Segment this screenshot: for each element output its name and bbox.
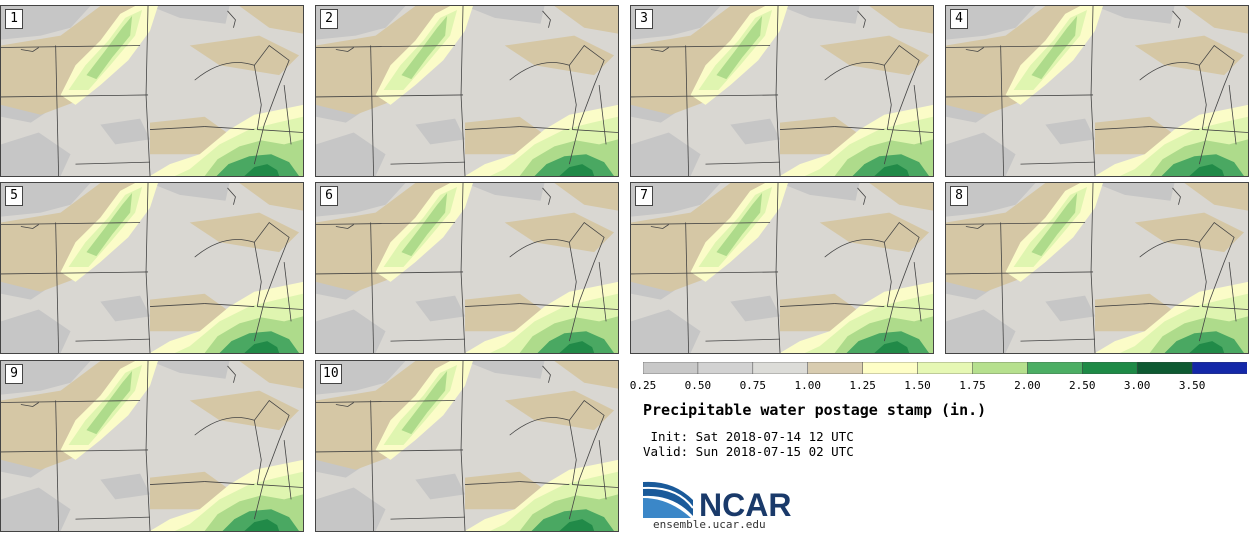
panel-number: 6 xyxy=(320,186,338,206)
stamp-panel: 5 xyxy=(0,182,304,354)
panel-number: 10 xyxy=(320,364,342,384)
colorbar-tick: 1.50 xyxy=(904,379,931,392)
colorbar-tick: 0.25 xyxy=(629,379,657,392)
colorbar-tick: 2.00 xyxy=(1014,379,1041,392)
colorbar-swatch xyxy=(917,362,974,374)
colorbar-swatch xyxy=(1027,362,1083,374)
colorbar-swatch xyxy=(643,362,699,374)
colorbar-swatch xyxy=(807,362,864,374)
svg-text:NCAR: NCAR xyxy=(699,487,791,520)
stamp-panel: 6 xyxy=(315,182,619,354)
colorbar-tick: 1.75 xyxy=(959,379,986,392)
stamp-panel: 9 xyxy=(0,360,304,532)
stamp-panel: 3 xyxy=(630,5,934,177)
colorbar-tick: 0.75 xyxy=(739,379,767,392)
colorbar-swatch xyxy=(752,362,809,374)
panel-number: 8 xyxy=(950,186,968,206)
panel-number: 5 xyxy=(5,186,23,206)
ncar-logo: NCAR xyxy=(643,481,791,520)
colorbar-tick: 2.50 xyxy=(1069,379,1096,392)
colorbar-tick: 1.00 xyxy=(794,379,821,392)
init-time: Init: Sat 2018-07-14 12 UTC xyxy=(643,429,854,444)
stamp-panel: 1 xyxy=(0,5,304,177)
valid-time: Valid: Sun 2018-07-15 02 UTC xyxy=(643,444,854,459)
panel-number: 3 xyxy=(635,9,653,29)
panel-number: 4 xyxy=(950,9,968,29)
colorbar-tick: 3.00 xyxy=(1123,379,1151,392)
colorbar-tick: 3.50 xyxy=(1178,379,1206,392)
stamp-panel: 8 xyxy=(945,182,1249,354)
colorbar xyxy=(643,362,1247,374)
stamp-panel: 2 xyxy=(315,5,619,177)
colorbar-tick: 1.25 xyxy=(849,379,876,392)
stamp-panel: 4 xyxy=(945,5,1249,177)
panel-number: 7 xyxy=(635,186,653,206)
page-title: Precipitable water postage stamp (in.) xyxy=(643,401,987,419)
stamp-panel: 10 xyxy=(315,360,619,532)
colorbar-swatch xyxy=(1191,362,1247,374)
panel-number: 2 xyxy=(320,9,338,29)
colorbar-swatch xyxy=(972,362,1028,374)
panel-number: 9 xyxy=(5,364,23,384)
panel-number: 1 xyxy=(5,9,23,29)
colorbar-swatch xyxy=(1136,362,1193,374)
colorbar-swatch xyxy=(697,362,754,374)
colorbar-swatch xyxy=(1082,362,1138,374)
stamp-panel: 7 xyxy=(630,182,934,354)
colorbar-swatch xyxy=(862,362,919,374)
colorbar-tick: 0.50 xyxy=(684,379,712,392)
site-url: ensemble.ucar.edu xyxy=(653,518,766,531)
